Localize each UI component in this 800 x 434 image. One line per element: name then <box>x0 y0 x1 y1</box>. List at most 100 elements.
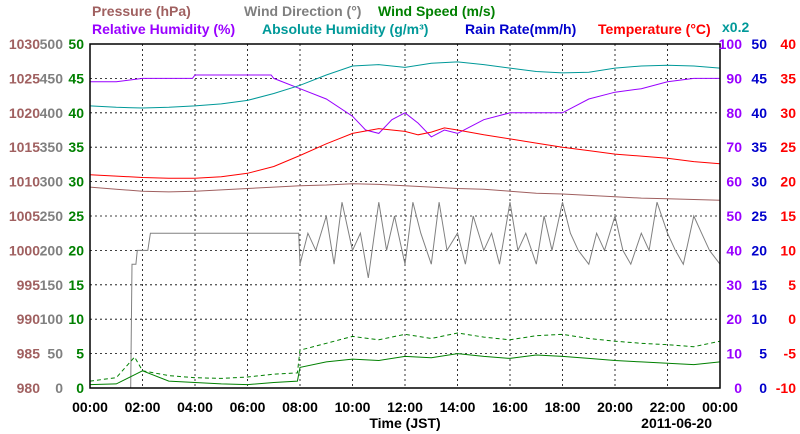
y-tick-label: 250 <box>40 208 64 224</box>
y-tick-label: 50 <box>68 36 84 52</box>
y-tick-label: 30 <box>68 174 84 190</box>
y-tick-label: 15 <box>751 277 767 293</box>
y-tick-label: 10 <box>726 346 742 362</box>
y-tick-label: 0 <box>55 380 63 396</box>
y-tick-label: 30 <box>751 174 767 190</box>
y-tick-label: 20 <box>780 174 796 190</box>
y-tick-label: 60 <box>726 174 742 190</box>
y-tick-label: 1005 <box>9 208 40 224</box>
legend-entry: Relative Humidity (%) <box>92 21 235 37</box>
y-tick-label: 0 <box>734 380 742 396</box>
x-tick-label: 22:00 <box>650 399 686 415</box>
x-tick-label: 08:00 <box>282 399 318 415</box>
y-tick-label: 80 <box>726 105 742 121</box>
series-line <box>89 183 721 201</box>
y-tick-label: 0 <box>76 380 84 396</box>
y-tick-label: 0 <box>788 311 796 327</box>
legend-entry: Temperature (°C) <box>598 21 711 37</box>
date-label: 2011-06-20 <box>641 415 712 431</box>
x-tick-label: 20:00 <box>597 399 633 415</box>
y-tick-label: 90 <box>726 70 742 86</box>
series-line <box>90 202 721 389</box>
y-tick-label: 100 <box>40 311 64 327</box>
y-tick-label: 15 <box>780 208 796 224</box>
x-axis: 00:00 02:00 04:00 06:00 08:00 10:00 12:00 14:00… <box>72 399 738 415</box>
series-line <box>89 353 721 386</box>
y-tick-label: 20 <box>726 311 742 327</box>
series-line <box>89 332 721 382</box>
y-tick-label: 40 <box>751 105 767 121</box>
y-tick-label: 1015 <box>9 139 40 155</box>
legend-row-2: Relative Humidity (%) Absolute Humidity (… <box>92 21 711 37</box>
y-tick-label: 20 <box>751 242 767 258</box>
y-tick-label: 40 <box>780 36 796 52</box>
y-tick-label: 980 <box>17 380 41 396</box>
x-tick-label: 16:00 <box>492 399 528 415</box>
chart-series <box>89 61 721 389</box>
x-tick-label: 02:00 <box>125 399 161 415</box>
y-tick-label: 350 <box>40 139 64 155</box>
y-tick-label: 1020 <box>9 105 40 121</box>
y-tick-label: 995 <box>17 277 41 293</box>
series-line <box>89 61 721 109</box>
y-tick-label: 1010 <box>9 174 40 190</box>
y-tick-label: 0 <box>759 380 767 396</box>
y-tick-label: 25 <box>780 139 796 155</box>
y-tick-label: 40 <box>68 105 84 121</box>
y-tick-label: 30 <box>780 105 796 121</box>
y-tick-label: 20 <box>68 242 84 258</box>
y-tick-label: 35 <box>780 70 796 86</box>
y-tick-label: 1000 <box>9 242 40 258</box>
y-tick-label: 50 <box>47 346 63 362</box>
y-tick-label: 400 <box>40 105 64 121</box>
abs-humidity-factor: x0.2 <box>722 19 749 35</box>
legend-entry: Wind Speed (m/s) <box>378 3 495 19</box>
y-tick-label: 25 <box>68 208 84 224</box>
x-tick-label: 04:00 <box>177 399 213 415</box>
y-tick-label: 15 <box>68 277 84 293</box>
y-tick-label: 70 <box>726 139 742 155</box>
x-tick-label: 12:00 <box>387 399 423 415</box>
y-tick-label: 45 <box>751 70 767 86</box>
y-tick-label: 35 <box>751 139 767 155</box>
x-tick-label: 00:00 <box>72 399 108 415</box>
x-axis-label: Time (JST) <box>369 415 440 431</box>
plot-frame <box>89 43 721 389</box>
y-tick-label: 200 <box>40 242 64 258</box>
chart-grid <box>90 44 720 388</box>
y-tick-label: 150 <box>40 277 64 293</box>
y-tick-label: 1030 <box>9 36 40 52</box>
y-tick-label: 300 <box>40 174 64 190</box>
legend-entry: Pressure (hPa) <box>92 3 191 19</box>
x-tick-label: 18:00 <box>545 399 581 415</box>
y-tick-label: 50 <box>726 208 742 224</box>
y-tick-label: 10 <box>751 311 767 327</box>
y-tick-label: 1025 <box>9 70 40 86</box>
x-tick-label: 14:00 <box>440 399 476 415</box>
x-tick-label: 06:00 <box>230 399 266 415</box>
y-tick-label: 985 <box>17 346 41 362</box>
y-tick-label: 30 <box>726 277 742 293</box>
y-tick-label: 35 <box>68 139 84 155</box>
y-tick-label: 990 <box>17 311 41 327</box>
series-line <box>90 74 720 138</box>
legend-entry: Absolute Humidity (g/m³) <box>262 21 428 37</box>
y-tick-label: -5 <box>784 346 797 362</box>
y-tick-label: 5 <box>788 277 796 293</box>
x-tick-label: 10:00 <box>335 399 371 415</box>
y-tick-label: 5 <box>759 346 767 362</box>
y-tick-label: -10 <box>776 380 796 396</box>
y-tick-label: 450 <box>40 70 64 86</box>
y-tick-label: 500 <box>40 36 64 52</box>
y-tick-label: 10 <box>68 311 84 327</box>
y-tick-label: 50 <box>751 36 767 52</box>
series-line <box>89 127 721 179</box>
y-tick-label: 10 <box>780 242 796 258</box>
legend-row-1: Pressure (hPa) Wind Direction (°) Wind Spe… <box>92 3 495 19</box>
y-tick-label: 100 <box>719 36 743 52</box>
y-axes: 9809859909951000100510101015102010251030… <box>9 36 796 396</box>
y-tick-label: 25 <box>751 208 767 224</box>
legend-entry: Wind Direction (°) <box>244 3 361 19</box>
x-tick-label: 00:00 <box>702 399 738 415</box>
